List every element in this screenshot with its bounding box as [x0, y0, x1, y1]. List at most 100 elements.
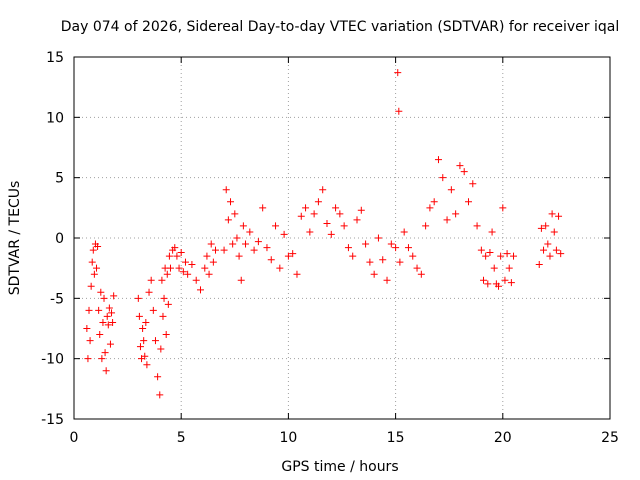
data-point: [394, 69, 402, 77]
data-point: [497, 252, 505, 260]
data-point: [246, 228, 254, 236]
data-point: [392, 244, 400, 252]
data-point: [550, 228, 558, 236]
data-point: [482, 252, 490, 260]
data-point: [104, 321, 112, 329]
data-point: [484, 280, 492, 288]
data-point: [93, 264, 101, 272]
data-point: [353, 216, 361, 224]
data-point: [464, 198, 472, 206]
y-tick-label: -15: [41, 412, 64, 428]
data-point: [201, 264, 209, 272]
data-point: [233, 234, 241, 242]
data-point: [87, 282, 95, 290]
data-point: [387, 240, 395, 248]
data-point: [99, 318, 107, 326]
data-point: [503, 250, 511, 258]
grid: [74, 57, 610, 419]
data-point: [302, 204, 310, 212]
data-point: [163, 270, 171, 278]
y-axis-label: SDTVAR / TECUs: [7, 181, 23, 296]
data-point: [106, 340, 114, 348]
data-point: [314, 198, 322, 206]
data-point: [501, 276, 509, 284]
data-point: [499, 204, 507, 212]
data-point: [323, 220, 331, 228]
data-point: [473, 222, 481, 230]
data-point: [349, 252, 357, 260]
data-point: [166, 264, 174, 272]
data-point: [188, 261, 196, 269]
data-point: [366, 258, 374, 266]
y-tick-label: 0: [55, 231, 64, 247]
x-tick-label: 0: [70, 430, 79, 446]
y-tick-label: 10: [46, 110, 64, 126]
plot-frame: [73, 56, 611, 420]
data-point: [344, 244, 352, 252]
data-point: [141, 352, 149, 360]
data-point: [159, 312, 167, 320]
data-point: [542, 222, 550, 230]
data-point: [284, 252, 292, 260]
data-point: [109, 318, 117, 326]
x-axis-label: GPS time / hours: [281, 459, 398, 475]
data-point: [546, 252, 554, 260]
data-point: [157, 345, 165, 353]
data-point: [171, 244, 179, 252]
data-point: [173, 252, 181, 260]
data-point: [143, 361, 151, 369]
data-point: [557, 250, 565, 258]
data-point: [207, 240, 215, 248]
data-point: [209, 258, 217, 266]
data-point: [231, 210, 239, 218]
data-point: [400, 228, 408, 236]
x-tick-label: 5: [177, 430, 186, 446]
data-point: [426, 204, 434, 212]
data-point: [239, 222, 247, 230]
data-point: [160, 294, 168, 302]
data-point: [89, 246, 97, 254]
data-point: [409, 252, 417, 260]
data-point: [413, 264, 421, 272]
data-point: [280, 230, 288, 238]
data-point: [196, 286, 204, 294]
x-tick-label: 20: [494, 430, 512, 446]
data-point: [488, 228, 496, 236]
data-point: [490, 264, 498, 272]
data-point: [357, 206, 365, 214]
y-tick-label: 15: [46, 50, 64, 66]
data-point: [480, 276, 488, 284]
data-point: [184, 270, 192, 278]
chart-title: Day 074 of 2026, Sidereal Day-to-day VTE…: [61, 19, 619, 35]
data-point: [139, 325, 147, 332]
data-point: [205, 270, 213, 278]
data-point: [250, 246, 258, 254]
x-tick-label: 15: [387, 430, 405, 446]
data-point: [327, 230, 335, 238]
data-point: [383, 276, 391, 284]
data-point: [220, 246, 228, 254]
data-point: [242, 240, 250, 248]
data-point: [142, 318, 150, 326]
data-point: [297, 212, 305, 220]
data-point: [460, 168, 468, 176]
data-point: [434, 156, 442, 164]
data-point: [235, 252, 243, 260]
data-point: [175, 264, 183, 272]
data-point: [332, 204, 340, 212]
data-point: [254, 238, 262, 246]
data-point: [101, 349, 109, 357]
data-point: [108, 309, 116, 317]
data-point: [267, 256, 275, 264]
data-point: [90, 270, 98, 278]
data-point: [289, 250, 297, 258]
data-point: [136, 343, 144, 351]
data-point: [430, 198, 438, 206]
data-point: [105, 304, 113, 312]
data-point: [102, 367, 110, 375]
data-point: [156, 391, 164, 399]
data-point: [370, 270, 378, 278]
y-tick-label: -10: [41, 352, 64, 368]
data-point: [417, 270, 425, 278]
